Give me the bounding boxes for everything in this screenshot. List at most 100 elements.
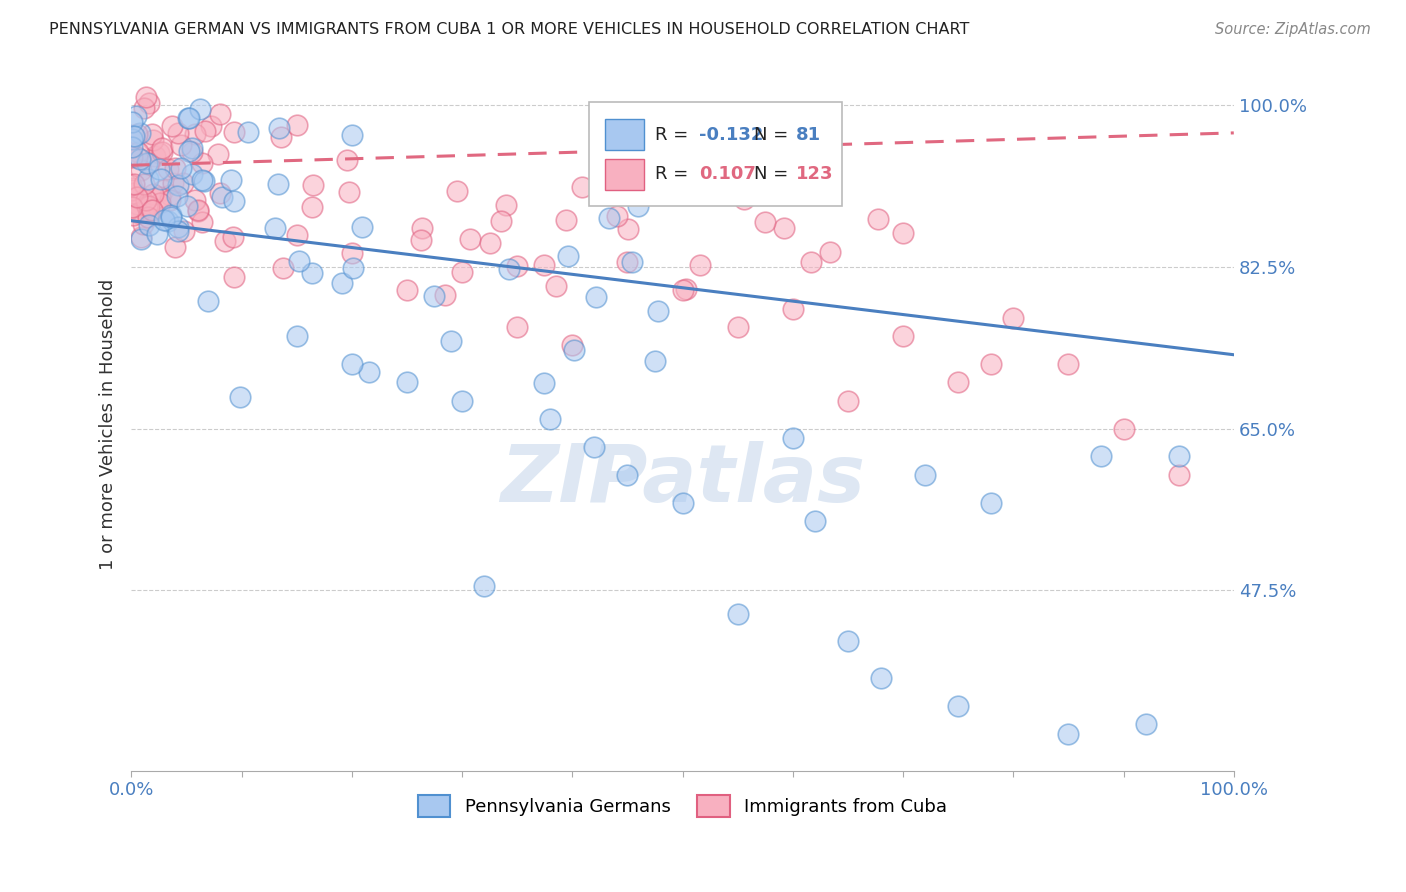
Point [157, 213, 180, 227]
Point [302, 178, 325, 192]
Point [160, 120, 183, 134]
Point [170, 138, 193, 153]
Point [124, 186, 146, 200]
Point [1002, 310, 1025, 325]
Point [562, 343, 585, 357]
Point [357, 365, 380, 379]
Point [946, 698, 969, 713]
Point [162, 177, 184, 191]
Point [166, 189, 188, 203]
Point [150, 141, 173, 155]
Point [207, 147, 229, 161]
Point [131, 230, 153, 244]
Text: PENNSYLVANIA GERMAN VS IMMIGRANTS FROM CUBA 1 OR MORE VEHICLES IN HOUSEHOLD CORR: PENNSYLVANIA GERMAN VS IMMIGRANTS FROM C… [49, 22, 970, 37]
Point [177, 111, 200, 125]
Point [446, 184, 468, 198]
Point [620, 255, 643, 269]
Point [411, 221, 433, 235]
Point [138, 203, 160, 218]
Point [209, 186, 232, 200]
Point [818, 244, 841, 259]
Point [135, 156, 157, 170]
Point [644, 354, 666, 368]
Point [804, 514, 827, 528]
Point [222, 125, 245, 139]
Text: Source: ZipAtlas.com: Source: ZipAtlas.com [1215, 22, 1371, 37]
Point [177, 112, 200, 126]
Point [616, 467, 638, 482]
Point [191, 215, 214, 229]
Point [121, 181, 143, 195]
Point [546, 279, 568, 293]
Point [131, 217, 153, 231]
Point [285, 227, 308, 242]
Point [498, 262, 520, 277]
Point [135, 199, 157, 213]
Point [127, 190, 149, 204]
Point [585, 290, 607, 304]
Point [125, 109, 148, 123]
Point [167, 178, 190, 193]
Point [770, 166, 793, 180]
Point [197, 294, 219, 309]
Point [135, 90, 157, 104]
Point [136, 210, 159, 224]
Point [188, 102, 211, 116]
Point [754, 215, 776, 229]
FancyBboxPatch shape [606, 159, 644, 190]
Point [122, 128, 145, 143]
Text: 81: 81 [796, 126, 821, 144]
Point [163, 240, 186, 254]
Point [1135, 717, 1157, 731]
Point [141, 203, 163, 218]
Point [538, 412, 561, 426]
Point [270, 130, 292, 145]
Point [263, 221, 285, 235]
FancyBboxPatch shape [606, 119, 644, 150]
Point [561, 338, 583, 352]
Point [754, 165, 776, 179]
Point [122, 208, 145, 222]
Point [647, 304, 669, 318]
Point [675, 282, 697, 296]
Point [472, 579, 495, 593]
Point [423, 289, 446, 303]
Point [946, 376, 969, 390]
Point [555, 212, 578, 227]
Point [337, 185, 360, 199]
Point [157, 162, 180, 177]
Point [125, 197, 148, 211]
Point [800, 254, 823, 268]
Point [782, 431, 804, 445]
Point [125, 150, 148, 164]
Point [458, 232, 481, 246]
Point [228, 390, 250, 404]
Point [571, 179, 593, 194]
Point [627, 199, 650, 213]
Point [127, 145, 149, 160]
Point [160, 208, 183, 222]
Point [181, 141, 204, 155]
Point [1057, 727, 1080, 741]
Point [208, 107, 231, 121]
Point [181, 168, 204, 182]
Point [121, 150, 143, 164]
Point [122, 200, 145, 214]
Point [187, 202, 209, 217]
FancyBboxPatch shape [589, 102, 842, 206]
Point [336, 153, 359, 168]
Point [288, 253, 311, 268]
Point [131, 193, 153, 207]
Point [191, 173, 214, 187]
Point [187, 204, 209, 219]
Legend: Pennsylvania Germans, Immigrants from Cuba: Pennsylvania Germans, Immigrants from Cu… [411, 788, 955, 824]
Point [184, 128, 207, 142]
Point [153, 212, 176, 227]
Point [170, 161, 193, 176]
Point [495, 198, 517, 212]
Point [214, 234, 236, 248]
Point [149, 195, 172, 210]
Point [301, 200, 323, 214]
Point [122, 186, 145, 200]
Point [141, 127, 163, 141]
